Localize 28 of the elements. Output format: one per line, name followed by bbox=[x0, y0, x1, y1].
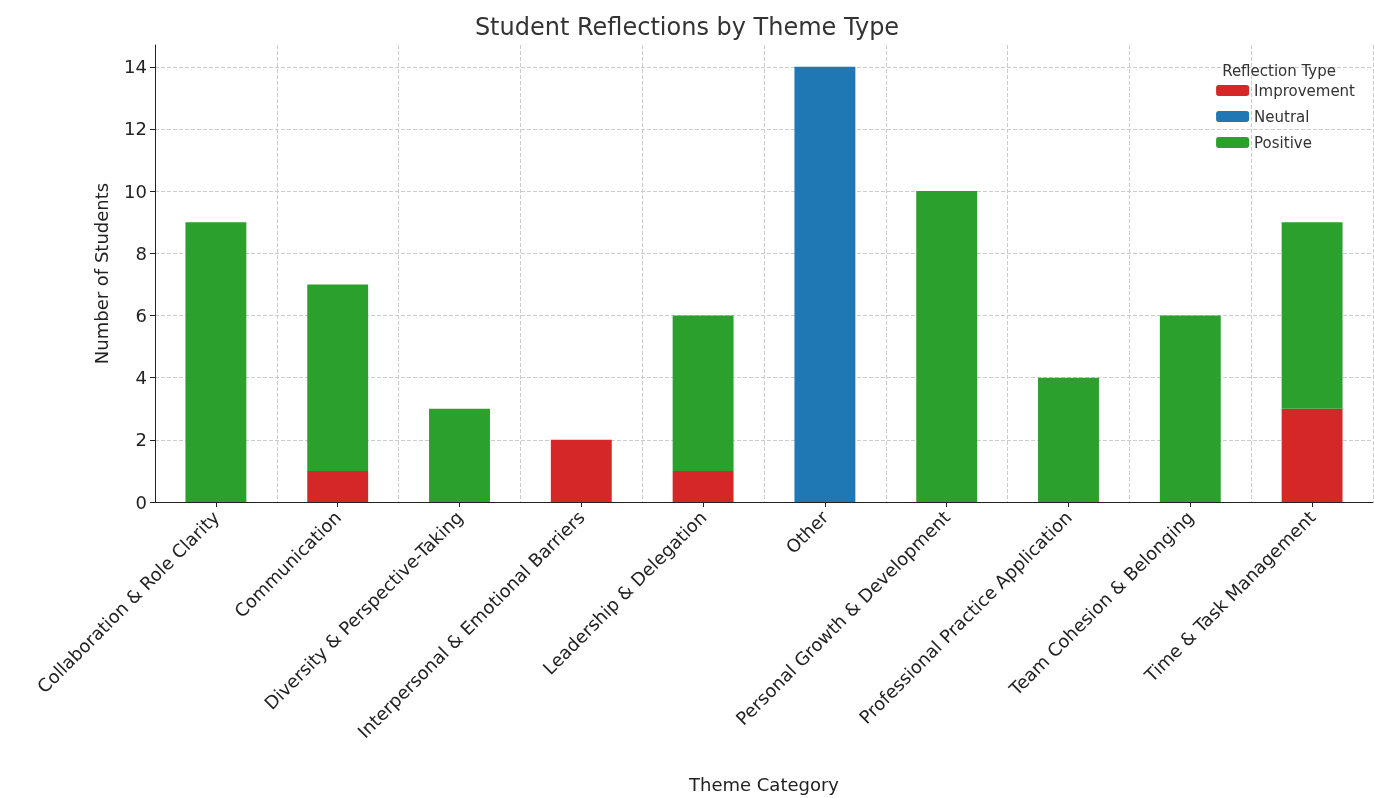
y-tick-label: 4 bbox=[135, 367, 147, 389]
y-tick-label: 8 bbox=[135, 242, 147, 264]
bar bbox=[185, 222, 247, 502]
y-tick-label: 2 bbox=[135, 429, 147, 451]
y-tick-label: 14 bbox=[124, 56, 147, 78]
bar bbox=[1281, 222, 1343, 409]
chart-title: Student Reflections by Theme Type bbox=[474, 13, 900, 41]
bar bbox=[307, 284, 369, 471]
bar bbox=[1281, 408, 1343, 502]
bar bbox=[672, 315, 734, 471]
bar bbox=[1159, 315, 1221, 502]
y-tick-label: 12 bbox=[124, 118, 147, 140]
y-axis-title: Number of Students bbox=[90, 182, 112, 365]
bar bbox=[1038, 377, 1099, 502]
legend-label: Neutral bbox=[1254, 107, 1310, 126]
bar bbox=[429, 408, 490, 502]
bar bbox=[672, 470, 734, 502]
x-axis-title: Theme Category bbox=[687, 773, 840, 795]
legend-label: Positive bbox=[1254, 133, 1312, 152]
bar bbox=[307, 470, 369, 502]
y-tick-label: 6 bbox=[135, 304, 147, 326]
bar bbox=[550, 439, 612, 502]
legend-label: Improvement bbox=[1254, 81, 1356, 100]
bar bbox=[916, 191, 978, 502]
y-tick-label: 10 bbox=[124, 180, 147, 202]
bar bbox=[794, 66, 856, 502]
legend-title: Reflection Type bbox=[1222, 61, 1336, 80]
y-tick-label: 0 bbox=[135, 491, 147, 513]
